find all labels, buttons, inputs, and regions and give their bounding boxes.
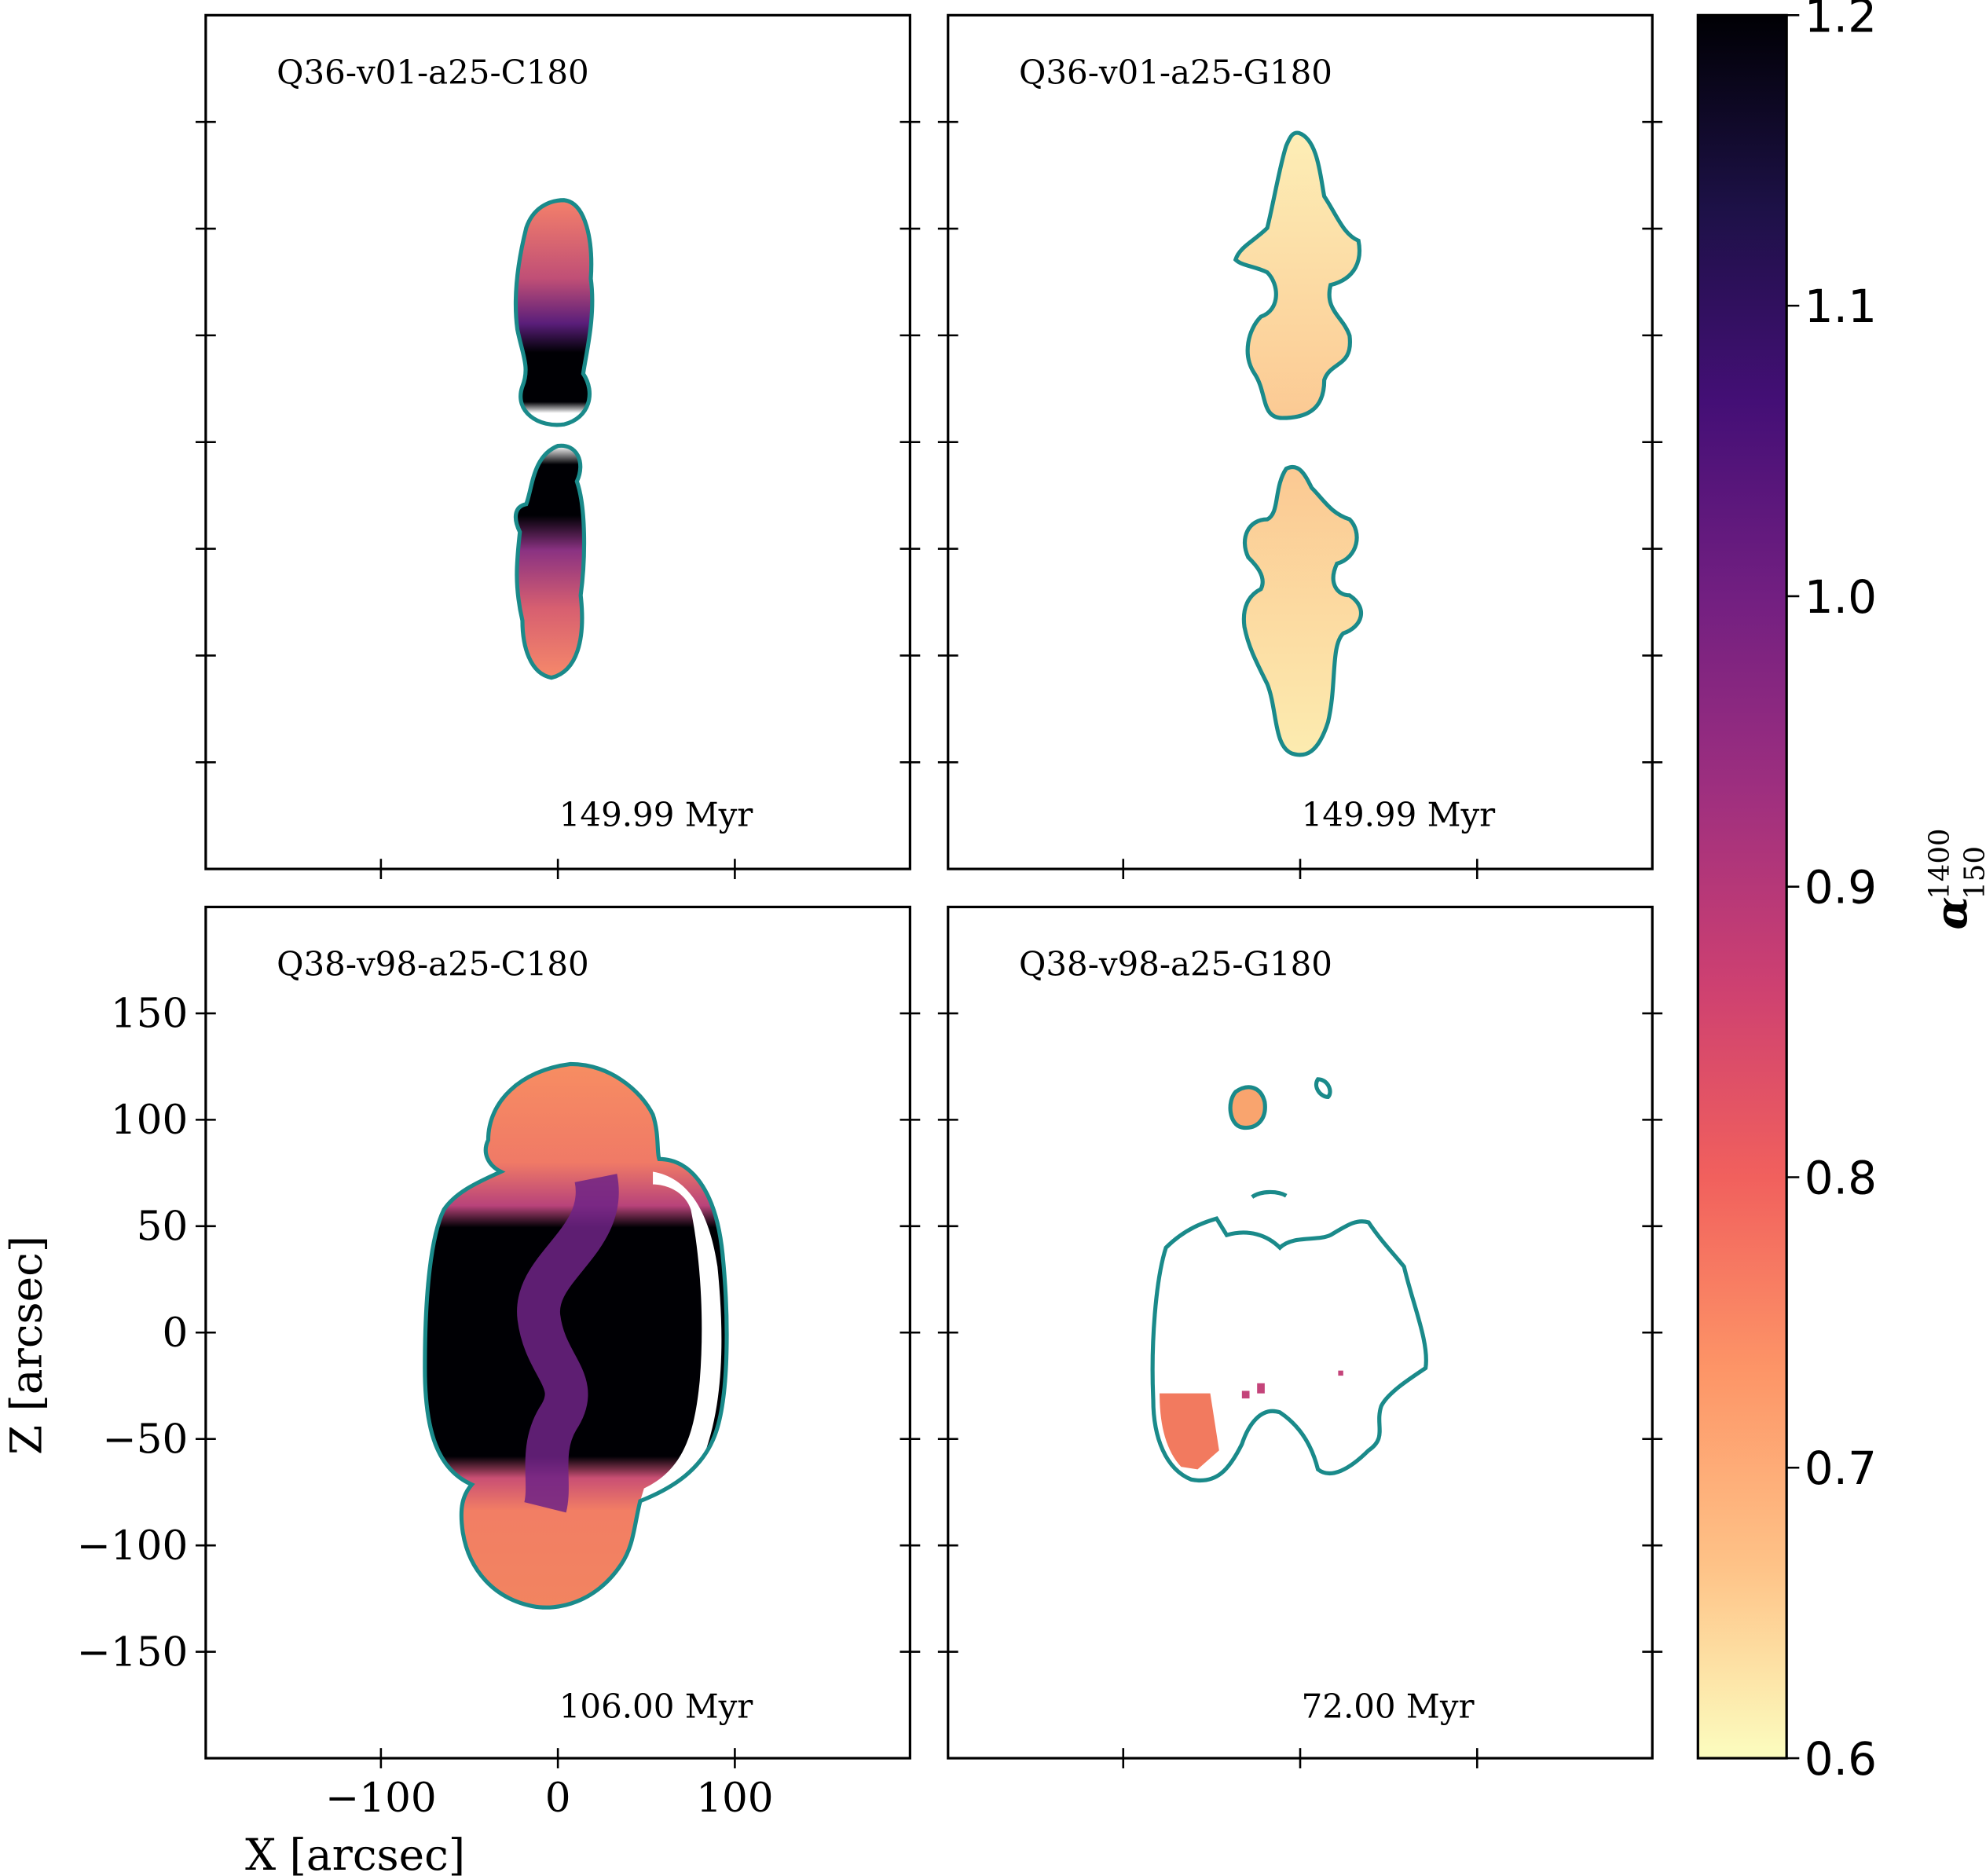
panel-title: Q38-v98-a25-C180 [277,945,589,984]
panel-annotation: 72.00 Myr [1302,1687,1475,1725]
colorbar-tick-label: 0.8 [1805,1151,1877,1204]
y-tick-label: 100 [111,1097,188,1144]
colorbar-label-superscript: 1400 [1924,829,1956,900]
colorbar-label-subscript: 150 [1959,846,1986,900]
y-tick-label: −50 [102,1416,188,1463]
axes-frame [204,13,911,870]
colorbar-label: α 1400 150 [1909,815,1986,929]
image-bottom-right [1150,1077,1428,1483]
colorbar [1698,15,1787,1759]
image-top-left [513,198,595,680]
colorbar-tick-label: 0.7 [1805,1442,1877,1495]
colorbar-tick-label: 1.2 [1805,0,1877,42]
y-tick-label: 150 [111,991,188,1038]
panel-title: Q38-v98-a25-G180 [1019,945,1332,984]
colorbar-tick-label: 1.0 [1805,570,1877,624]
y-axis-label: Z [arcsec] [1,1236,51,1455]
panel-annotation: 149.99 Myr [559,795,754,834]
y-tick-label: −100 [77,1522,189,1570]
y-tick-label: 0 [162,1310,188,1357]
colorbar-tick-label: 0.9 [1805,861,1877,914]
axes-frame [947,905,1654,1760]
x-axis-label: X [arcsec] [245,1830,465,1876]
x-tick-label: 0 [545,1775,571,1822]
panel-title: Q36-v01-a25-G180 [1019,53,1332,91]
panel-annotation: 106.00 Myr [559,1687,754,1725]
y-tick-label: 50 [137,1204,189,1251]
colorbar-tick-label: 1.1 [1805,280,1877,333]
panel-annotation: 149.99 Myr [1302,795,1497,834]
colorbar-tick-label: 0.6 [1805,1732,1877,1786]
y-tick-label: −150 [77,1629,189,1676]
x-tick-label: 100 [696,1775,773,1822]
panel-title: Q36-v01-a25-C180 [277,53,589,91]
x-tick-label: −100 [325,1775,437,1822]
image-top-right [1233,130,1364,757]
colorbar-label-symbol: α [1926,896,1977,929]
image-bottom-left [423,1061,729,1610]
